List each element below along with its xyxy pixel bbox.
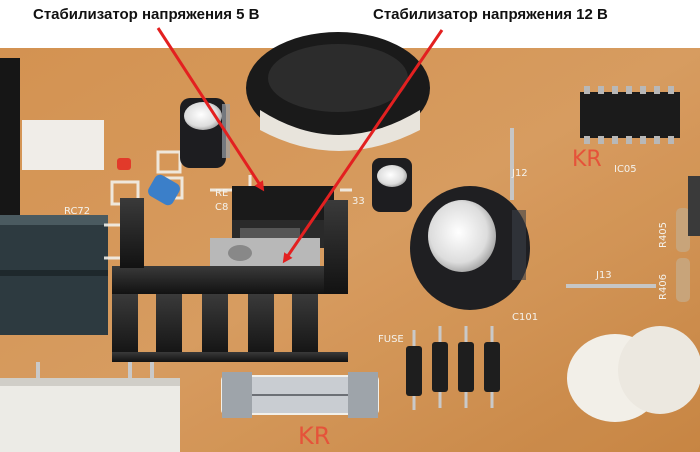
marking-kr-top: KR — [572, 147, 602, 172]
diode-row — [406, 326, 500, 410]
caption-12v-regulator: Стабилизатор напряжения 12 В — [373, 6, 608, 23]
bottom-connector — [0, 378, 180, 452]
caption-5v-regulator: Стабилизатор напряжения 5 В — [33, 6, 260, 23]
marking-c8: C8 — [215, 202, 228, 213]
white-pad-2 — [618, 326, 700, 414]
marking-fuse: FUSE — [378, 334, 404, 345]
arrow-12v — [282, 29, 444, 264]
resistor-r405 — [676, 208, 690, 252]
marking-ic05: IC05 — [614, 164, 637, 175]
marking-r405: R405 — [658, 222, 669, 248]
regulator-5v-body — [232, 186, 334, 220]
marking-rc72: RC72 — [64, 206, 90, 217]
heatsink — [112, 198, 348, 362]
marking-j13: J13 — [595, 270, 612, 281]
ic-chip — [580, 92, 680, 138]
arrow-5v — [156, 27, 265, 192]
marking-kr-bottom: KR — [298, 422, 330, 450]
white-label-area — [22, 120, 104, 170]
marking-33: 33 — [352, 196, 365, 207]
resistor-r406 — [676, 258, 690, 302]
marking-j12: J12 — [511, 168, 528, 179]
marking-c101: C101 — [512, 312, 538, 323]
marking-re: RE — [215, 188, 228, 199]
regulator-12v-tab — [210, 238, 320, 268]
marking-r406: R406 — [658, 274, 669, 300]
